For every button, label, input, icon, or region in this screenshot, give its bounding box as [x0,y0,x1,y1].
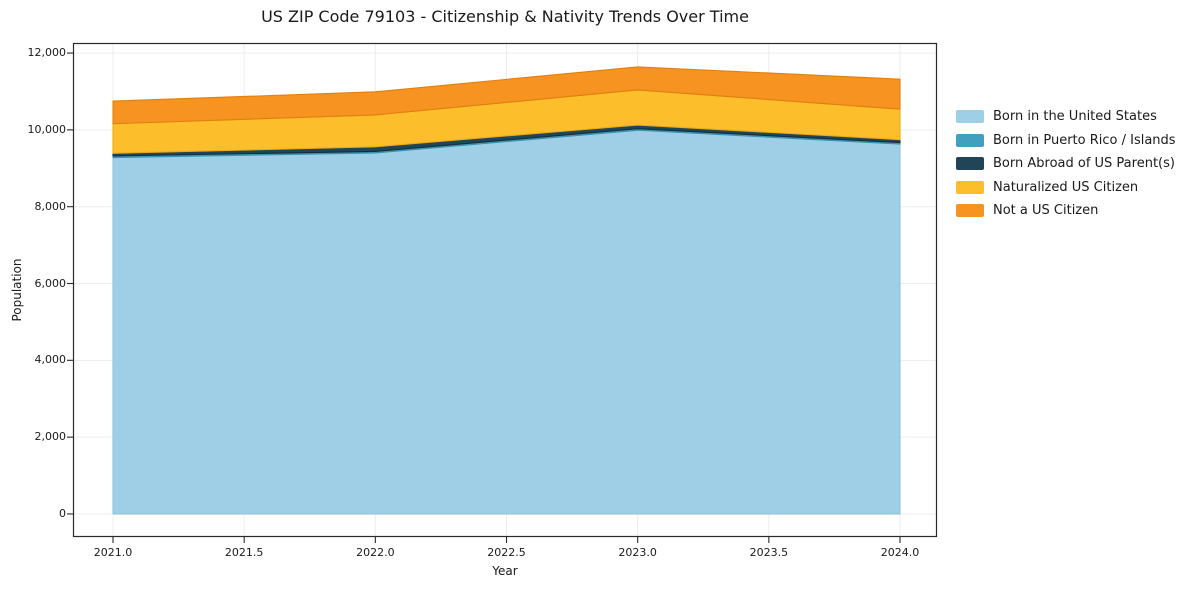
legend-label: Born in the United States [993,109,1157,125]
legend-row: Born Abroad of US Parent(s) [956,152,1176,176]
y-tick-label: 2,000 [34,430,67,444]
y-tick-label: 10,000 [27,122,67,136]
x-tick-label: 2023.0 [618,546,657,559]
area-series-1 [112,129,901,515]
chart-title: US ZIP Code 79103 - Citizenship & Nativi… [261,7,749,26]
legend-swatch [956,180,984,194]
x-tick-label: 2024.0 [880,546,920,559]
legend-swatch [956,110,984,124]
legend-row: Not a US Citizen [956,199,1176,223]
plot-area [67,42,938,543]
legend-row: Born in the United States [956,105,1176,129]
stacked-area-chart [67,42,938,543]
legend: Born in the United States Born in Puerto … [956,105,1176,223]
plot-border [72,42,938,538]
legend-label: Born Abroad of US Parent(s) [993,156,1175,172]
y-tick-label: 8,000 [34,199,67,213]
y-tick-label: 4,000 [34,353,67,367]
area-series-5 [112,66,901,125]
x-tick-label: 2021.0 [93,546,133,559]
legend-label: Not a US Citizen [993,203,1099,219]
legend-swatch [956,157,984,171]
x-tick-label: 2023.5 [749,546,789,559]
legend-label: Born in Puerto Rico / Islands [993,132,1176,148]
x-axis-label: Year [492,564,518,578]
y-axis-label: Population [10,258,24,322]
x-tick-label: 2022.0 [356,546,395,559]
legend-row: Born in Puerto Rico / Islands [956,129,1176,153]
y-tick-label: 12,000 [27,46,67,60]
y-tick-label: 0 [59,506,66,520]
legend-swatch [956,204,984,218]
x-tick-label: 2021.5 [224,546,264,559]
legend-swatch [956,133,984,147]
legend-row: Naturalized US Citizen [956,176,1176,200]
y-tick-label: 6,000 [34,276,67,290]
x-tick-label: 2022.5 [487,546,526,559]
legend-label: Naturalized US Citizen [993,179,1139,195]
